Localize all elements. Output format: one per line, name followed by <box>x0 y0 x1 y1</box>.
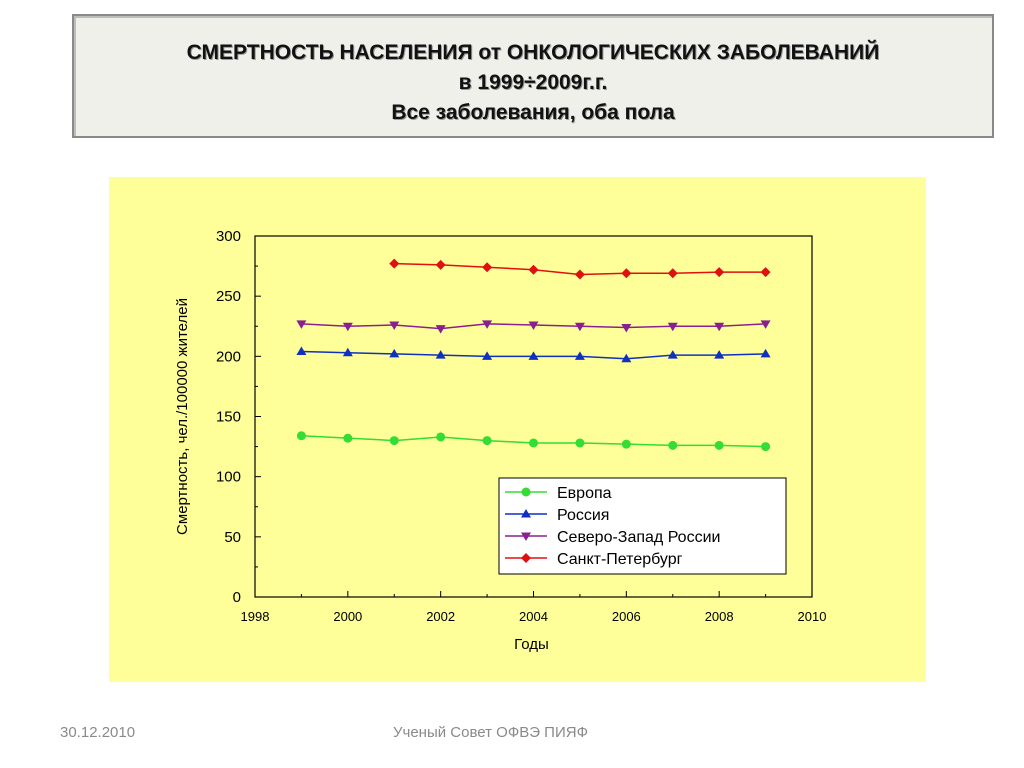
x-tick-label: 2004 <box>519 609 548 624</box>
data-point <box>621 268 632 279</box>
data-point <box>436 432 446 442</box>
data-point <box>389 436 399 446</box>
y-tick-label: 150 <box>216 409 241 426</box>
data-point <box>435 259 446 270</box>
y-tick-label: 0 <box>233 589 241 606</box>
data-point <box>761 442 771 452</box>
title-box: СМЕРТНОСТЬ НАСЕЛЕНИЯ от ОНКОЛОГИЧЕСКИХ З… <box>72 14 994 138</box>
data-point <box>621 439 631 449</box>
data-point <box>667 350 678 359</box>
y-tick-label: 50 <box>224 529 241 546</box>
x-tick-label: 2006 <box>612 609 641 624</box>
data-point <box>760 267 771 278</box>
title-line-1: СМЕРТНОСТЬ НАСЕЛЕНИЯ от ОНКОЛОГИЧЕСКИХ З… <box>186 41 880 64</box>
title-line-2: в 1999÷2009г.г. <box>458 71 608 94</box>
data-point <box>389 258 400 269</box>
data-point <box>760 320 771 329</box>
data-point <box>529 438 538 448</box>
data-point <box>342 347 353 357</box>
legend-marker <box>521 509 531 518</box>
data-point <box>574 269 585 280</box>
legend-entry: Северо-Запад России <box>557 529 720 546</box>
footer-organization: Ученый Совет ОФВЭ ПИЯФ <box>393 724 588 741</box>
data-point <box>343 433 353 443</box>
x-axis-label: Годы <box>514 636 549 653</box>
x-tick-label: 2002 <box>426 609 455 624</box>
data-point <box>435 350 446 359</box>
legend-marker <box>521 553 531 563</box>
data-point <box>482 262 493 273</box>
legend-entry: Санкт-Петербург <box>557 551 683 568</box>
data-point <box>528 321 539 331</box>
data-point <box>482 436 492 446</box>
data-point <box>575 438 585 448</box>
x-tick-label: 2008 <box>705 609 734 624</box>
y-axis-label: Смертность, чел./100000 жителей <box>174 298 191 535</box>
legend-entry: Россия <box>557 507 609 524</box>
data-point <box>621 353 632 363</box>
data-point <box>668 440 678 450</box>
data-point <box>621 323 632 333</box>
data-point <box>714 322 725 332</box>
data-point <box>482 320 493 329</box>
y-tick-label: 100 <box>216 469 241 486</box>
data-point <box>389 348 400 358</box>
data-point <box>714 267 725 278</box>
data-point <box>296 431 306 441</box>
data-point <box>760 348 771 358</box>
y-tick-label: 300 <box>216 228 241 245</box>
data-point <box>342 322 353 332</box>
legend-marker <box>521 487 531 497</box>
data-point <box>574 351 585 360</box>
x-tick-label: 1998 <box>241 609 270 624</box>
title-line-3: Все заболевания, оба пола <box>391 101 675 124</box>
x-tick-label: 2000 <box>333 609 362 624</box>
data-point <box>714 440 724 450</box>
data-point <box>528 351 539 360</box>
legend-entry: Европа <box>557 485 612 502</box>
y-tick-label: 200 <box>216 348 241 365</box>
data-point <box>389 321 400 331</box>
data-point <box>574 322 585 332</box>
data-point <box>714 350 725 359</box>
legend-marker <box>521 532 531 541</box>
data-point <box>667 268 678 279</box>
x-tick-label: 2010 <box>798 609 827 624</box>
chart-panel: 0 50 100 150 200 250 300 1998 2000 2002 2004 2006 20… <box>109 177 926 682</box>
data-point <box>296 320 307 329</box>
data-point <box>482 351 493 360</box>
footer-date: 30.12.2010 <box>60 724 136 741</box>
y-tick-label: 250 <box>216 288 241 305</box>
data-point <box>435 325 446 334</box>
data-point <box>296 346 307 356</box>
mortality-line-chart: 0 50 100 150 200 250 300 1998 2000 2002 2004 2006 20… <box>174 228 827 653</box>
data-point <box>528 264 539 275</box>
data-point <box>667 322 678 332</box>
